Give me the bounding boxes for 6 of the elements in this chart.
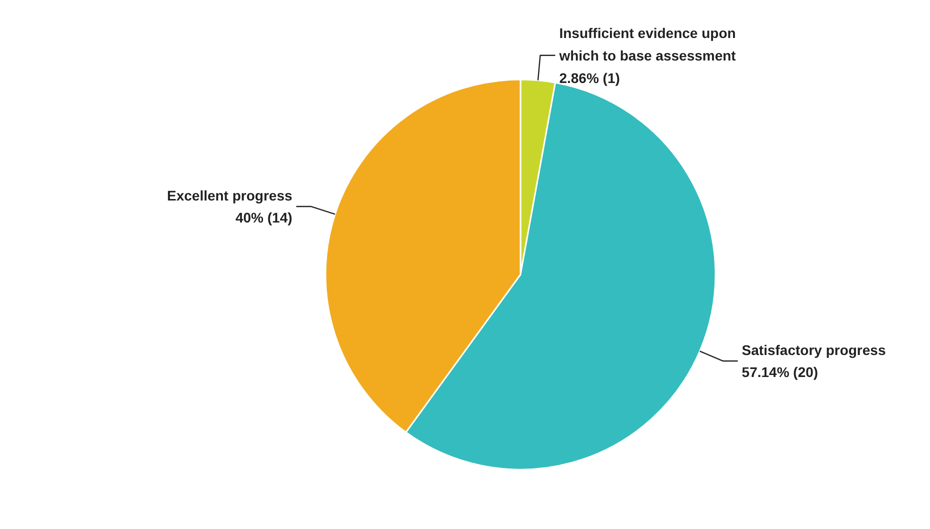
data-label: 2.86% (1) xyxy=(559,70,620,86)
data-label: 40% (14) xyxy=(235,210,292,226)
data-label: 57.14% (20) xyxy=(742,364,818,380)
slice-label: Insufficient evidence upon which to base assessment xyxy=(558,24,736,64)
slice-label: Excellent progress xyxy=(166,187,292,204)
slice-label: Satisfactory progress xyxy=(742,342,886,358)
